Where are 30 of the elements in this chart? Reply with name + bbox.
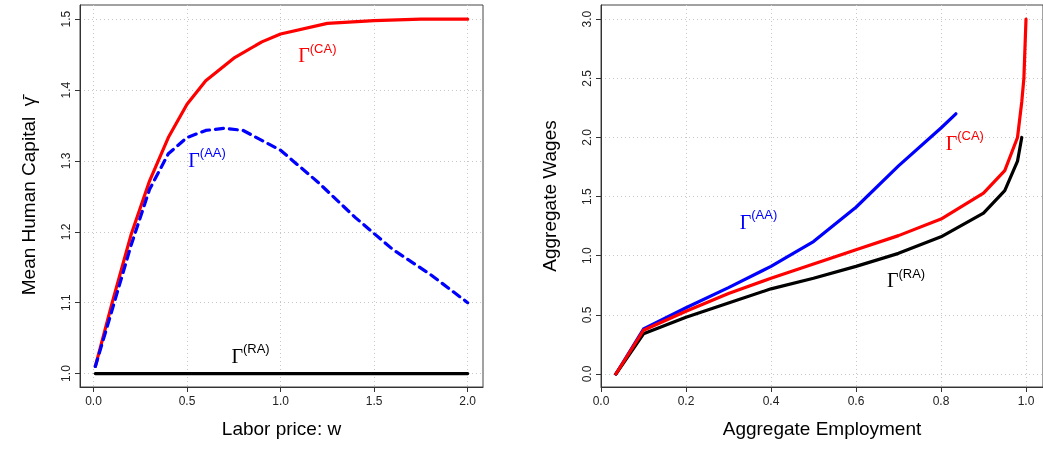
x-tick-label: 2.0 — [459, 394, 477, 408]
x-tick-label: 0.4 — [762, 394, 780, 408]
x-tick-label: 1.5 — [365, 394, 383, 408]
y-tick-label: 0.0 — [580, 365, 594, 383]
y-tick-label: 2.0 — [580, 128, 594, 146]
y-tick-label: 1.0 — [59, 364, 73, 382]
x-tick-label: 0.0 — [592, 394, 610, 408]
line-series — [614, 17, 1028, 376]
y-tick-label: 1.2 — [59, 223, 73, 241]
y-axis-title: Aggregate Wages — [539, 120, 560, 272]
x-tick-label: 0.8 — [932, 394, 950, 408]
x-tick-label: 0.5 — [178, 394, 196, 408]
y-tick-label: 2.5 — [580, 69, 594, 87]
y-tick-label: 1.3 — [59, 152, 73, 170]
x-tick-label: 1.0 — [1017, 394, 1035, 408]
x-axis-title: Aggregate Employment — [722, 418, 922, 439]
x-tick-label: 0.0 — [85, 394, 103, 408]
y-tick-label: 1.4 — [59, 81, 73, 99]
y-tick-label: 1.0 — [580, 247, 594, 265]
line-series — [93, 126, 470, 369]
y-tick-label: 0.5 — [580, 306, 594, 324]
y-tick-label: 1.5 — [59, 10, 73, 28]
y-tick-label: 3.0 — [580, 10, 594, 28]
x-tick-label: 0.6 — [847, 394, 865, 408]
y-tick-label: 1.5 — [580, 187, 594, 205]
x-axis-title: Labor price: w — [221, 418, 342, 439]
y-axis-title: Mean Human Capital γ̄ — [18, 93, 39, 296]
x-tick-label: 0.2 — [677, 394, 695, 408]
x-tick-label: 1.0 — [272, 394, 290, 408]
y-tick-label: 1.1 — [59, 294, 73, 312]
